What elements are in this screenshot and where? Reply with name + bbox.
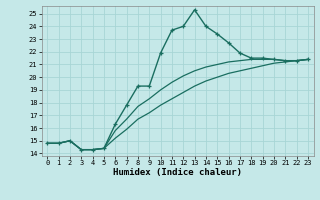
X-axis label: Humidex (Indice chaleur): Humidex (Indice chaleur) — [113, 168, 242, 177]
